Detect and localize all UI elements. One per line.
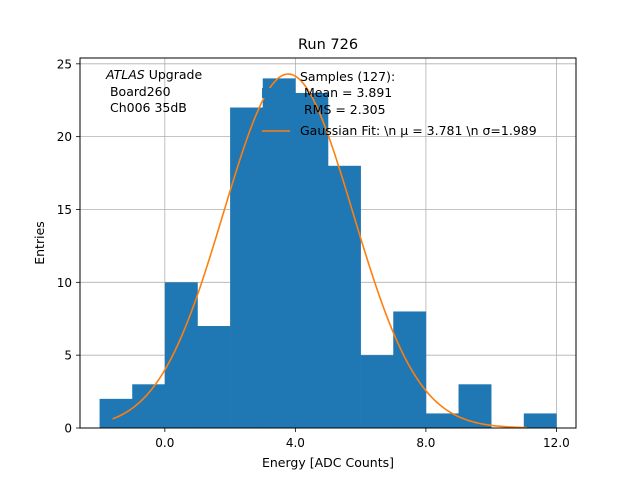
y-tick-label-5: 25 [57,57,72,71]
annotation-line-3: Ch006 35dB [106,100,187,115]
histogram-bar-0 [99,398,133,428]
legend: Samples (127): Mean = 3.891 RMS = 2.305 … [262,69,537,138]
y-axis-label: Entries [32,221,47,265]
histogram-bar-7 [328,165,361,428]
histogram-bar-1 [132,384,166,428]
legend-samples-line-2: Mean = 3.891 [300,85,392,100]
histogram-bar-10 [425,413,459,428]
y-tick-label-2: 10 [57,276,72,290]
histogram-bar-13 [523,413,557,428]
y-tick-label-1: 5 [64,349,72,363]
x-tick-label-2: 8.0 [416,436,435,450]
y-axis-ticks: 0 5 10 15 20 25 [57,57,80,436]
histogram-bar-3 [197,326,231,428]
annotation-atlas-italic: ATLAS [105,67,145,82]
legend-fit-label: Gaussian Fit: \n μ = 3.781 \n σ=1.989 [300,123,537,138]
annotation-upgrade: Upgrade [145,67,203,82]
chart-title: Run 726 [298,37,358,53]
y-tick-label-4: 20 [57,130,72,144]
x-tick-label-1: 4.0 [286,436,305,450]
atlas-annotation: ATLAS Upgrade Board260 Ch006 35dB [105,67,202,115]
histogram-bar-6 [295,92,329,428]
legend-samples-line-3: RMS = 2.305 [300,102,386,117]
histogram-bar-8 [360,355,394,428]
histogram-bar-5 [262,78,296,428]
histogram-bar-2 [164,282,198,428]
legend-samples-line-1: Samples (127): [300,69,395,84]
x-axis-label: Energy [ADC Counts] [262,455,394,470]
x-tick-label-0: 0.0 [155,436,174,450]
plot-frame [79,57,577,429]
histogram-bar-4 [230,107,264,428]
histogram-bars [99,78,557,428]
x-tick-label-3: 12.0 [543,436,570,450]
gaussian-fit-curve [112,73,528,429]
annotation-line-2: Board260 [106,84,171,99]
y-tick-label-0: 0 [64,422,72,436]
y-tick-label-3: 15 [57,203,72,217]
legend-samples-swatch [262,88,290,98]
annotation-line-1: ATLAS Upgrade [105,67,202,82]
histogram-bar-11 [458,384,492,428]
histogram-bar-9 [393,311,427,428]
x-axis-ticks: 0.0 4.0 8.0 12.0 [155,428,570,450]
